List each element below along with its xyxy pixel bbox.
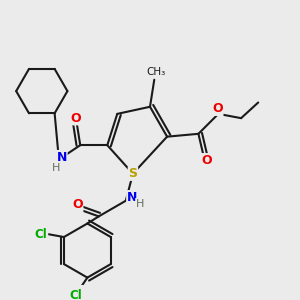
Text: Cl: Cl <box>35 228 47 241</box>
Text: N: N <box>56 151 67 164</box>
Text: O: O <box>202 154 212 167</box>
Text: O: O <box>212 102 223 115</box>
Text: O: O <box>72 199 83 212</box>
Text: O: O <box>71 112 81 125</box>
Text: N: N <box>127 191 137 204</box>
Text: S: S <box>128 167 137 180</box>
Text: H: H <box>136 199 144 208</box>
Text: Cl: Cl <box>70 289 82 300</box>
Text: H: H <box>52 163 60 173</box>
Text: CH₃: CH₃ <box>146 67 165 77</box>
